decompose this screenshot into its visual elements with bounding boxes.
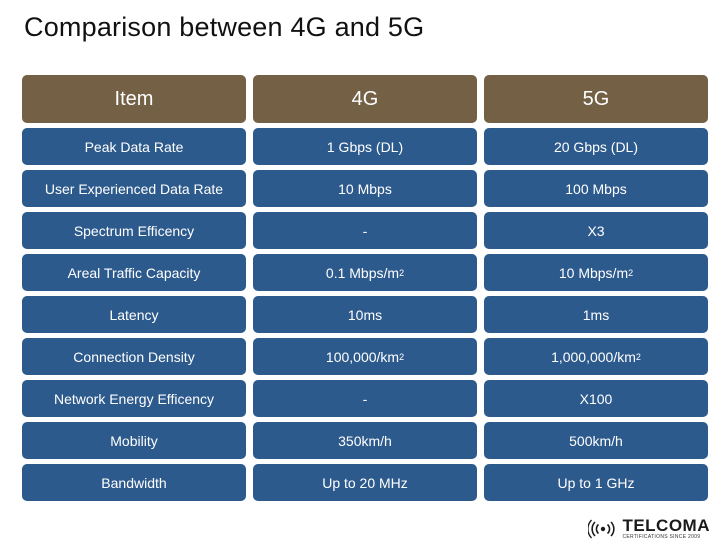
- header-item: Item: [22, 75, 246, 123]
- row-5g-mobility: 500km/h: [484, 422, 708, 459]
- row-4g-user-experienced-data-rate: 10 Mbps: [253, 170, 477, 207]
- row-5g-user-experienced-data-rate: 100 Mbps: [484, 170, 708, 207]
- row-item-bandwidth: Bandwidth: [22, 464, 246, 501]
- logo-tagline: CERTIFICATIONS SINCE 2009: [622, 534, 701, 540]
- row-5g-connection-density: 1,000,000/km 2: [484, 338, 708, 375]
- row-item-network-energy-efficency: Network Energy Efficency: [22, 380, 246, 417]
- row-4g-peak-data-rate: 1 Gbps (DL): [253, 128, 477, 165]
- row-4g-bandwidth: Up to 20 MHz: [253, 464, 477, 501]
- row-5g-spectrum-efficency: X3: [484, 212, 708, 249]
- row-item-areal-traffic-capacity: Areal Traffic Capacity: [22, 254, 246, 291]
- comparison-table: Item 4G 5G Peak Data Rate 1 Gbps (DL) 20…: [22, 75, 708, 501]
- row-4g-spectrum-efficency: -: [253, 212, 477, 249]
- row-4g-connection-density: 100,000/km 2: [253, 338, 477, 375]
- row-5g-areal-traffic-capacity: 10 Mbps/m 2: [484, 254, 708, 291]
- row-4g-areal-traffic-capacity: 0.1 Mbps/m 2: [253, 254, 477, 291]
- row-4g-mobility: 350km/h: [253, 422, 477, 459]
- page-title: Comparison between 4G and 5G: [24, 12, 425, 42]
- row-5g-network-energy-efficency: X100: [484, 380, 708, 417]
- row-item-latency: Latency: [22, 296, 246, 333]
- row-item-connection-density: Connection Density: [22, 338, 246, 375]
- row-item-peak-data-rate: Peak Data Rate: [22, 128, 246, 165]
- logo-name: TELCOMA: [622, 516, 710, 535]
- row-item-spectrum-efficency: Spectrum Efficency: [22, 212, 246, 249]
- row-5g-peak-data-rate: 20 Gbps (DL): [484, 128, 708, 165]
- row-5g-bandwidth: Up to 1 GHz: [484, 464, 708, 501]
- row-item-user-experienced-data-rate: User Experienced Data Rate: [22, 170, 246, 207]
- signal-waves-icon: [588, 519, 616, 539]
- header-4g: 4G: [253, 75, 477, 123]
- telcoma-logo: TELCOMA CERTIFICATIONS SINCE 2009: [588, 517, 710, 541]
- row-4g-latency: 10ms: [253, 296, 477, 333]
- row-item-mobility: Mobility: [22, 422, 246, 459]
- header-5g: 5G: [484, 75, 708, 123]
- row-4g-network-energy-efficency: -: [253, 380, 477, 417]
- row-5g-latency: 1ms: [484, 296, 708, 333]
